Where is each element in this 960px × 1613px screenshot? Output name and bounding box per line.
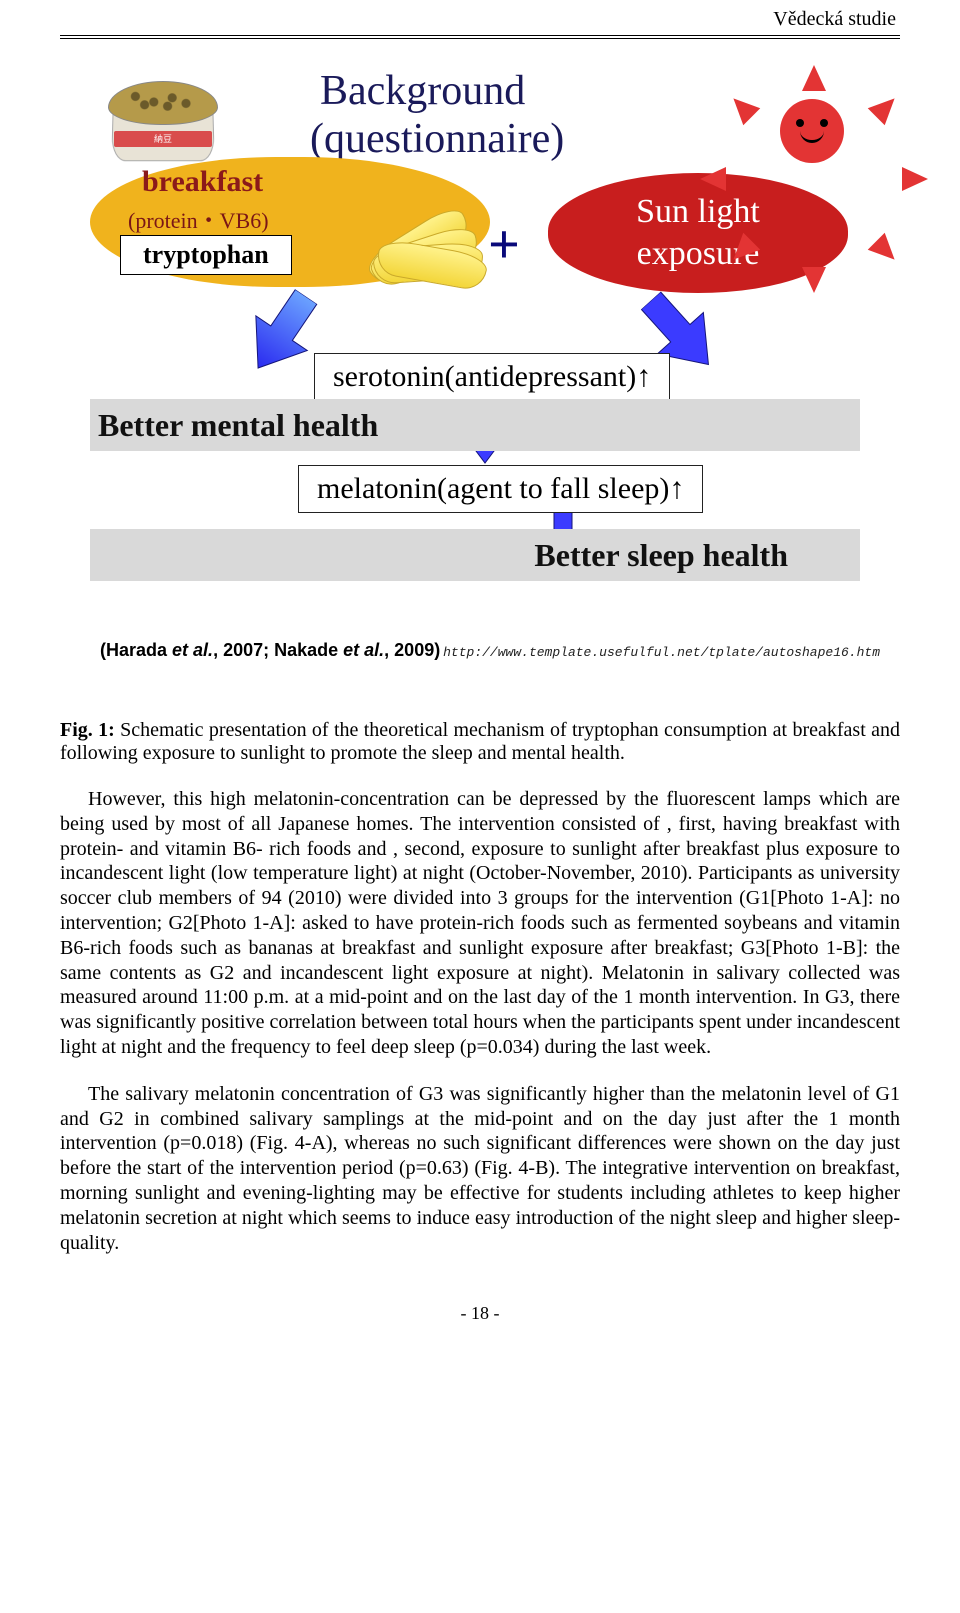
cite-prefix: (Harada	[100, 640, 172, 660]
schematic-diagram: Background (questionnaire) 納豆 breakfast …	[60, 63, 900, 703]
tryptophan-box: tryptophan	[120, 235, 292, 275]
header-rule-1	[60, 35, 900, 36]
diagram-title: Background	[320, 67, 525, 115]
better-mental-label: Better mental health	[98, 407, 378, 444]
natto-label: 納豆	[114, 131, 212, 147]
protein-label: (protein・VB6)	[128, 203, 269, 235]
diagram-citation: (Harada et al., 2007; Nakade et al., 200…	[100, 640, 440, 661]
cite-mid: , 2007; Nakade	[213, 640, 343, 660]
serotonin-box: serotonin(antidepressant)↑	[314, 353, 670, 401]
breakfast-label: breakfast	[142, 165, 263, 199]
sunlight-line1: Sun light	[636, 193, 760, 230]
body-paragraph-2: The salivary melatonin concentration of …	[60, 1082, 900, 1256]
header-section: Vědecká studie	[60, 0, 900, 33]
better-sleep-label: Better sleep health	[534, 537, 788, 574]
diagram-url: http://www.template.usefulful.net/tplate…	[443, 645, 880, 660]
better-sleep-bar: Better sleep health	[90, 529, 860, 581]
sun-icon	[752, 71, 872, 191]
banana-icon	[360, 195, 490, 295]
natto-bowl-icon: 納豆	[100, 81, 230, 171]
page-number: - 18 -	[60, 1303, 900, 1324]
plus-icon: +	[488, 213, 520, 277]
body-paragraph-1: However, this high melatonin-concentrati…	[60, 787, 900, 1060]
cite-etal1: et al.	[172, 640, 213, 660]
diagram-subtitle: (questionnaire)	[310, 115, 564, 163]
melatonin-box: melatonin(agent to fall sleep)↑	[298, 465, 703, 513]
better-mental-bar: Better mental health	[90, 399, 860, 451]
figure-caption-text: Schematic presentation of the theoretica…	[60, 719, 900, 764]
cite-etal2: et al.	[343, 640, 384, 660]
figure-caption: Fig. 1: Schematic presentation of the th…	[60, 719, 900, 765]
para1-text: However, this high melatonin-concentrati…	[60, 788, 900, 1058]
figure-label: Fig. 1:	[60, 719, 115, 741]
para2-text: The salivary melatonin concentration of …	[60, 1083, 900, 1254]
header-rule-2	[60, 38, 900, 39]
cite-suffix: , 2009)	[384, 640, 440, 660]
